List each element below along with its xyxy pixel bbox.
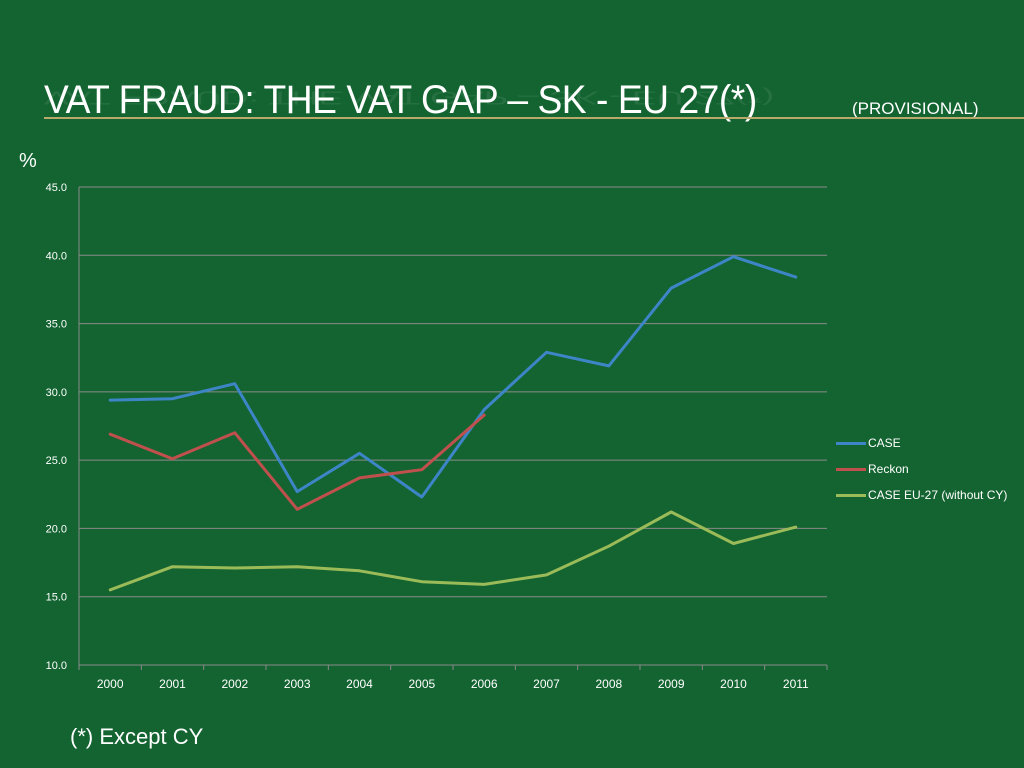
- legend-item: CASE EU-27 (without CY): [836, 482, 1007, 508]
- series-line-case: [108, 255, 798, 499]
- series-line-case-eu-27-without-cy: [108, 510, 798, 592]
- x-tick-label: 2000: [97, 677, 124, 691]
- y-tick-label: 35.0: [46, 319, 67, 331]
- y-tick-label: 25.0: [46, 455, 67, 467]
- y-tick-label: 30.0: [46, 387, 67, 399]
- slide-title-text: VAT FRAUD: THE VAT GAP – SK - EU 27(*): [44, 78, 757, 122]
- chart-legend: CASE Reckon CASE EU-27 (without CY): [836, 430, 1007, 508]
- x-tick-label: 2002: [221, 677, 248, 691]
- x-tick-label: 2004: [346, 677, 373, 691]
- x-tick-label: 2003: [284, 677, 311, 691]
- slide-title-suffix: (PROVISIONAL): [852, 99, 979, 118]
- legend-swatch: [836, 467, 866, 471]
- y-tick-label: 40.0: [46, 250, 67, 262]
- y-tick-label: 20.0: [46, 523, 67, 535]
- series-line-reckon: [108, 413, 486, 511]
- y-unit-label: %: [19, 150, 37, 172]
- y-tick-label: 10.0: [46, 660, 67, 672]
- slide-title: VAT FRAUD: THE VAT GAP – SK - EU 27(*) (…: [44, 78, 979, 123]
- x-tick-label: 2008: [595, 677, 622, 691]
- title-divider: [44, 117, 1024, 119]
- x-tick-label: 2006: [471, 677, 498, 691]
- legend-item: Reckon: [836, 456, 1007, 482]
- x-tick-label: 2007: [533, 677, 560, 691]
- legend-label: Reckon: [868, 462, 909, 476]
- x-tick-label: 2005: [408, 677, 435, 691]
- x-tick-label: 2009: [658, 677, 685, 691]
- legend-label: CASE: [868, 436, 901, 450]
- legend-label: CASE EU-27 (without CY): [868, 488, 1008, 502]
- x-tick-label: 2001: [159, 677, 186, 691]
- x-tick-label: 2011: [783, 677, 809, 691]
- legend-item: CASE: [836, 430, 1007, 456]
- legend-swatch: [836, 441, 866, 445]
- y-tick-label: 15.0: [46, 592, 67, 604]
- legend-swatch: [836, 493, 866, 497]
- x-tick-label: 2010: [720, 677, 747, 691]
- footnote: (*) Except CY: [70, 724, 204, 749]
- y-tick-label: 45.0: [46, 182, 67, 194]
